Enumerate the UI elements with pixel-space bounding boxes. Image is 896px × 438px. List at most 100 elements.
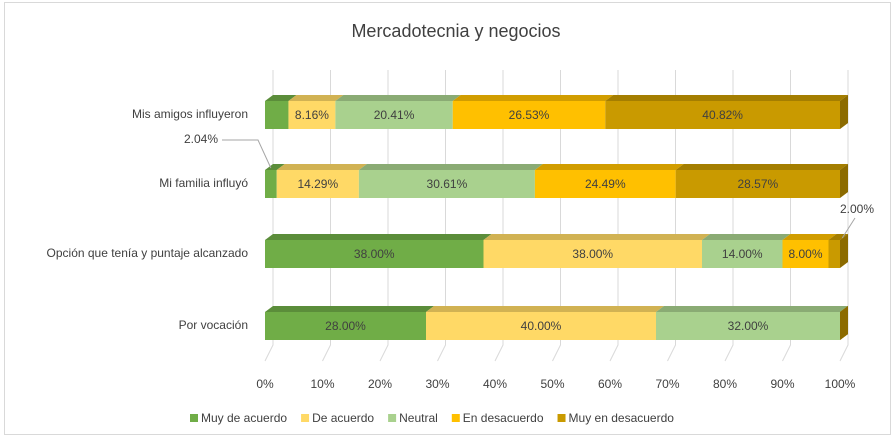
bar-top: [534, 164, 684, 170]
bar-top: [452, 95, 614, 101]
bar: [452, 101, 606, 129]
bar-top: [265, 95, 297, 101]
bar-top-shade: [534, 164, 684, 170]
bar: [828, 240, 840, 268]
bar-top-shade: [358, 164, 543, 170]
bar-top-shade: [675, 164, 848, 170]
bar-top-shade: [426, 306, 664, 312]
bar-top-shade: [483, 234, 710, 240]
bar-top: [675, 164, 848, 170]
bar-segment: [702, 234, 791, 268]
legend-swatch: [301, 414, 310, 422]
bar-top-shade: [276, 164, 367, 170]
bar-side-shade: [840, 164, 848, 198]
legend-swatch: [388, 414, 397, 422]
bar: [605, 101, 840, 129]
x-tick-label: 100%: [825, 377, 856, 391]
legend-swatch: [190, 414, 198, 422]
bar-side: [840, 164, 848, 198]
bar-top-shade: [656, 306, 848, 312]
grid-line: [839, 70, 849, 362]
bar-segment: [426, 306, 664, 340]
y-tick-label: Mi familia influyó: [159, 176, 248, 190]
data-label: 8.00%: [788, 247, 822, 261]
data-label: 28.00%: [325, 319, 366, 333]
bar: [534, 170, 676, 198]
bar-side-shade: [840, 95, 848, 129]
x-tick-label: 70%: [655, 377, 679, 391]
bar-segment: [782, 234, 837, 268]
bar: [288, 101, 336, 129]
leader-line: [222, 139, 272, 169]
bar-segment: [265, 306, 434, 340]
bar: [265, 101, 289, 129]
bar-top: [656, 306, 848, 312]
bar-side: [840, 234, 848, 268]
bar-top-shade: [265, 234, 492, 240]
bar: [483, 240, 702, 268]
data-label: 26.53%: [509, 108, 550, 122]
data-label: 14.29%: [297, 177, 338, 191]
bar-segment: [840, 306, 848, 340]
grid-line: [264, 70, 274, 362]
bar-side-shade: [840, 306, 848, 340]
y-tick-label: Por vocación: [179, 318, 248, 332]
y-tick-label: Mis amigos influyeron: [132, 107, 248, 121]
bar-top: [358, 164, 543, 170]
bar: [276, 170, 359, 198]
bar-segment: [534, 164, 684, 198]
data-label: 24.49%: [585, 177, 626, 191]
bar-side-shade: [840, 234, 848, 268]
y-tick-label: Opción que tenía y puntaje alcanzado: [47, 246, 249, 260]
data-label: 40.82%: [702, 108, 743, 122]
data-label: 8.16%: [295, 108, 329, 122]
x-tick-label: 90%: [770, 377, 794, 391]
grid-line: [782, 70, 791, 362]
bar-segment: [656, 306, 848, 340]
grid-line: [322, 70, 331, 362]
bar-segment: [276, 164, 367, 198]
bar: [656, 312, 840, 340]
legend-label: Muy de acuerdo: [201, 411, 287, 425]
data-label: 40.00%: [521, 319, 562, 333]
data-label: 2.00%: [840, 202, 874, 216]
data-label: 32.00%: [728, 319, 769, 333]
bar: [675, 170, 840, 198]
x-tick-label: 60%: [598, 377, 622, 391]
data-label: 14.00%: [722, 247, 763, 261]
bar-segment: [335, 95, 461, 129]
data-label: 30.61%: [427, 177, 468, 191]
bar-segment: [265, 95, 297, 129]
bar-top-shade: [782, 234, 837, 240]
legend-label: En desacuerdo: [463, 411, 544, 425]
bar-top-shade: [702, 234, 791, 240]
data-label: 38.00%: [354, 247, 395, 261]
bar: [426, 312, 656, 340]
bar-top-shade: [265, 306, 434, 312]
legend-label: De acuerdo: [312, 411, 374, 425]
bar-top: [276, 164, 367, 170]
x-tick-label: 0%: [256, 377, 274, 391]
bar: [265, 312, 426, 340]
x-tick-label: 20%: [368, 377, 392, 391]
bar-segment: [452, 95, 614, 129]
legend-swatch: [451, 414, 460, 422]
bar-top: [702, 234, 791, 240]
bar-segment: [605, 95, 848, 129]
data-label: 38.00%: [572, 247, 613, 261]
bar-segment: [265, 234, 492, 268]
bar-top-shade: [335, 95, 461, 101]
chart-border: [4, 2, 891, 435]
bar-top: [265, 234, 492, 240]
bar-top-shade: [452, 95, 614, 101]
bar: [335, 101, 453, 129]
bar-top: [828, 234, 848, 240]
bar-segment: [483, 234, 710, 268]
bar-top-shade: [265, 164, 285, 170]
bar-side: [840, 95, 848, 129]
data-label: 28.57%: [738, 177, 779, 191]
legend-swatch: [557, 414, 566, 422]
bar-side: [840, 306, 848, 340]
grid-line: [609, 70, 619, 362]
